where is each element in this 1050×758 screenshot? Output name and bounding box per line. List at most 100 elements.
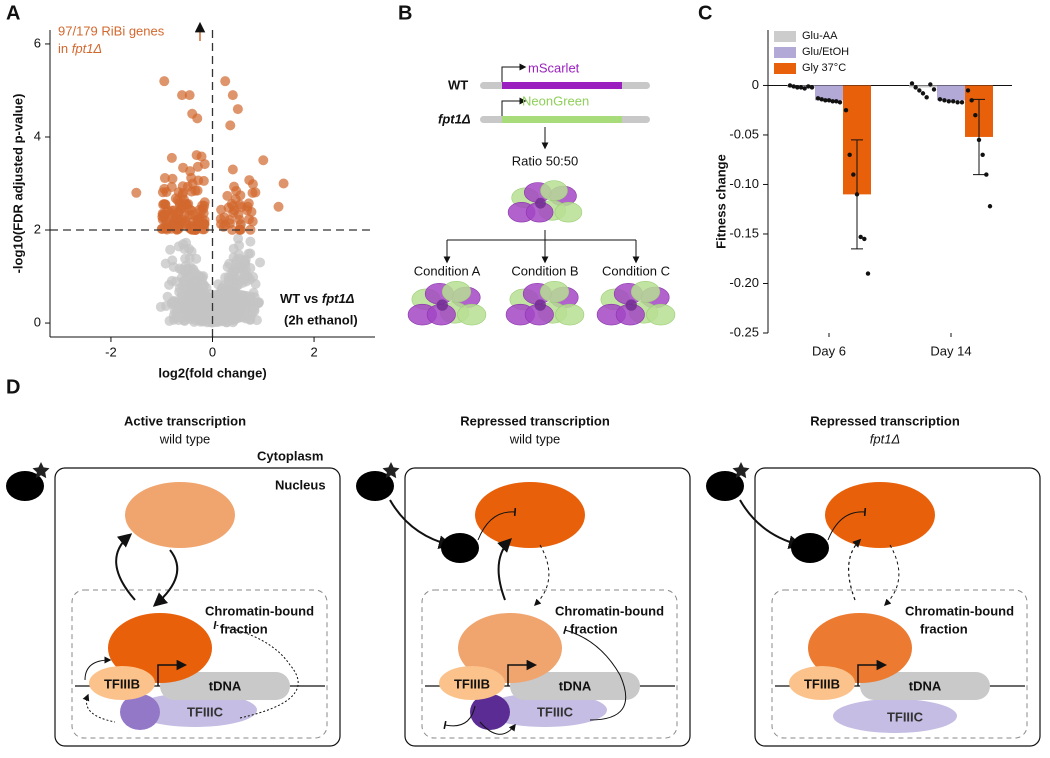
tfiiic [483,693,607,727]
kinase [706,471,744,501]
background-point [244,294,255,305]
subpanel-subtitle: wild type [159,431,211,446]
data-point [980,152,985,157]
background-point [200,290,211,301]
tdna-label: tDNA [559,678,592,693]
tss-arrow [157,659,188,686]
arrow [82,693,116,723]
ribi-point [166,152,177,163]
inhibit [443,705,476,730]
y-tick-label: -0.20 [729,275,759,290]
tfiiic-label: TFIIIC [187,704,224,719]
ratio: Ratio 50:50 [512,153,579,168]
data-point [959,100,965,105]
data-point [823,98,828,103]
y-tick-label: 6 [34,35,41,50]
ribi-point [227,164,238,175]
nucleus-label: Nucleus [275,477,326,492]
ribi-point [278,178,289,189]
arrow [497,538,512,601]
y-tick-label: -0.15 [729,225,759,240]
data-point [815,96,821,101]
annotation: 97/179 RiBi genes [58,23,165,38]
ribi-point [159,173,170,184]
comparison: WT vs fpt1Δ [280,291,355,306]
tfiiib-label: TFIIIB [454,676,490,691]
data-point [924,95,929,100]
promoter-arrow [501,63,527,82]
cell-overlap [625,299,637,311]
background-point [185,305,196,316]
arrow [389,499,453,550]
ribi-point [157,214,168,225]
data-point [984,172,989,177]
nucleus [404,467,691,747]
data-point [928,82,933,87]
ribi-point [178,162,189,173]
data-point [917,88,922,93]
tfiiic [833,699,957,733]
panel-label: D [6,376,20,398]
data-point [920,91,926,96]
inhibit [477,507,517,541]
panel-label: C [698,2,712,24]
annotation-text: in [58,41,72,56]
ribi-point [196,151,207,162]
data-point [909,81,915,86]
annotation-strain: fpt1Δ [72,41,102,56]
cytoplasm-label: Cytoplasm [257,448,323,463]
cell [539,281,570,303]
background-point [230,259,241,270]
background-point [191,291,202,302]
background-point [215,303,226,314]
background-point [238,266,249,277]
arrow [847,538,862,601]
data-point [843,108,849,113]
nucleus [754,467,1041,747]
subpanel-subtitle: wild type [509,431,561,446]
ribi-point [199,219,210,230]
bar [937,85,965,101]
data-point [976,137,982,143]
subpanel-title: Repressed transcription [810,413,960,428]
background-point [206,314,217,325]
background-point [228,300,239,311]
background-point [198,271,209,282]
data-point [858,234,863,240]
y-tick-label: -0.05 [729,126,759,141]
background-point [245,236,256,247]
chromatin-label: fraction [220,621,268,636]
tfiiib-label: TFIIIB [804,676,840,691]
data-point [987,204,993,209]
wt-label: WT [448,77,468,92]
y-axis-label: Fitness change [713,154,728,249]
background-point [186,246,197,257]
panel-label: B [398,2,412,24]
arrow [84,656,112,681]
panel-c: 0 -0.05 -0.10 -0.15 -0.20 -0.25 Fitness change… [713,30,1012,358]
mutant-label: fpt1Δ [438,111,471,126]
legend-label: Gly 37°C [802,62,846,74]
tfiiib-label: TFIIIB [104,676,140,691]
data-point [931,87,937,92]
data-point [830,99,835,104]
chromatin-label: Chromatin-bound [205,603,314,618]
background-point [227,292,238,303]
subpanel-subtitle: fpt1Δ [870,431,900,446]
tdna-label: tDNA [209,678,242,693]
background-point [178,239,189,250]
ribi-point [244,175,255,186]
subpanel-title: Active transcription [124,413,246,428]
data-point [969,98,974,103]
tdna [160,672,290,700]
chromatin-label: fraction [570,621,618,636]
background-point [191,253,202,264]
background-point [176,264,187,275]
background-point [221,284,232,295]
annotation: in fpt1Δ [58,41,102,56]
cell [555,303,585,326]
background-point [165,244,176,255]
legend-label: Glu/EtOH [802,46,849,58]
ribi-point [224,214,235,225]
legend-swatch [774,47,796,58]
